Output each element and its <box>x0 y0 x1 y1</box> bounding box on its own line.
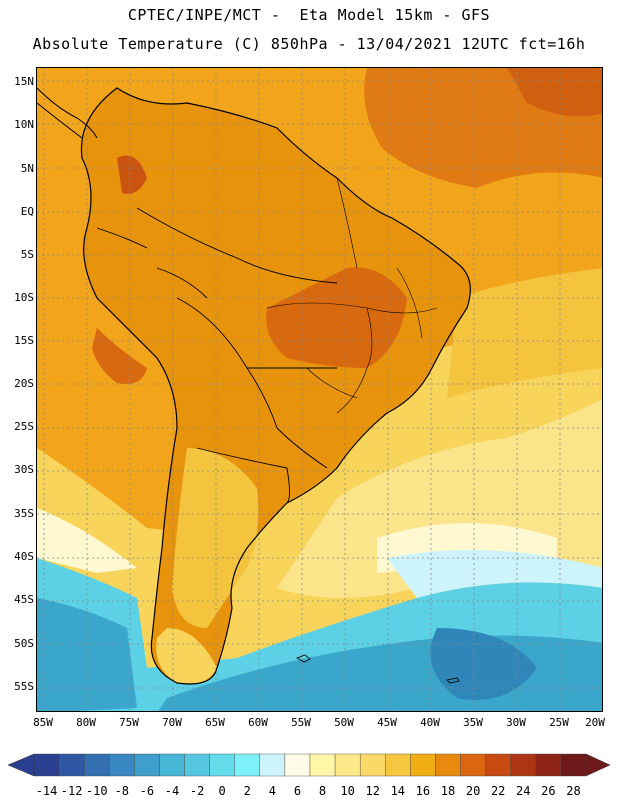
colorbar-label: -12 <box>60 784 83 798</box>
lon-tick-label: 85W <box>33 716 53 729</box>
lat-tick-label: EQ <box>20 205 34 218</box>
colorbar-swatch <box>184 753 210 777</box>
land-cool-patagonia <box>156 628 217 684</box>
colorbar-swatch <box>435 753 461 777</box>
colorbar-label: 22 <box>490 784 506 798</box>
colorbar-swatch <box>209 753 235 777</box>
temperature-map[interactable] <box>36 67 603 712</box>
country-borders <box>96 207 338 504</box>
colorbar-label: -6 <box>139 784 155 798</box>
lat-tick-label: 5N <box>20 162 34 175</box>
colorbar-swatch <box>159 753 185 777</box>
colorbar-label: 24 <box>516 784 531 798</box>
lat-tick-label: 30S <box>14 463 34 476</box>
coastline <box>80 87 471 685</box>
island-marker <box>446 677 460 684</box>
colorbar-label: 14 <box>390 784 406 798</box>
lon-tick-label: 80W <box>76 716 96 729</box>
field-yellow-ne <box>447 268 602 398</box>
colorbar-label: 16 <box>415 784 431 798</box>
colorbar-label: -14 <box>35 784 58 798</box>
colorbar-label: 2 <box>243 784 251 798</box>
colorbar-swatch <box>134 753 160 777</box>
coastline-central-america <box>37 87 98 139</box>
colorbar-swatch <box>58 753 85 777</box>
colorbar-swatch <box>334 753 361 777</box>
field-dark-blue <box>430 628 537 700</box>
title-line-2: Absolute Temperature (C) 850hPa - 13/04/… <box>32 35 586 53</box>
colorbar-swatch <box>33 753 60 777</box>
colorbar-label: -2 <box>189 784 205 798</box>
colorbar-swatch <box>359 753 386 777</box>
lat-tick-label: 50S <box>14 637 34 650</box>
lat-tick-label: 15N <box>14 75 34 88</box>
colorbar-swatch <box>485 753 511 777</box>
colorbar-left-arrow <box>7 753 35 777</box>
colorbar-label: 10 <box>340 784 355 798</box>
lon-tick-label: 40W <box>420 716 440 729</box>
lat-tick-label: 25S <box>14 420 34 433</box>
lon-tick-label: 70W <box>162 716 182 729</box>
colorbar-swatch <box>83 753 110 777</box>
colorbar-swatch <box>460 753 486 777</box>
colorbar-label: 20 <box>465 784 481 798</box>
colorbar-label: -4 <box>164 784 180 798</box>
lon-tick-label: 50W <box>334 716 354 729</box>
colorbar-label: 12 <box>365 784 380 798</box>
colorbar-label: 0 <box>218 784 226 798</box>
lon-tick-label: 45W <box>377 716 397 729</box>
land-hot-andes <box>92 328 147 384</box>
land-yellow-south <box>172 448 259 628</box>
lat-tick-label: 45S <box>14 593 34 606</box>
colorbar-swatch <box>259 753 286 777</box>
colorbar-swatch <box>234 753 261 777</box>
colorbar-swatch <box>284 753 311 777</box>
lon-tick-label: 35W <box>463 716 483 729</box>
lat-tick-label: 55S <box>14 680 34 693</box>
colorbar-label: 18 <box>440 784 456 798</box>
colorbar-swatch <box>309 753 336 777</box>
lon-tick-label: 55W <box>291 716 311 729</box>
colorbar-label: 26 <box>541 784 556 798</box>
field-pale-west <box>37 508 137 573</box>
lat-tick-label: 35S <box>14 507 34 520</box>
title-line-1: CPTEC/INPE/MCT - Eta Model 15km - GFS <box>127 6 491 24</box>
colorbar-swatch <box>510 753 537 777</box>
colorbar-label: 8 <box>318 784 327 798</box>
colorbar-swatch <box>385 753 411 777</box>
lon-tick-label: 25W <box>549 716 569 729</box>
land-hot-colombia <box>117 155 147 194</box>
colorbar-swatch <box>109 753 135 777</box>
state-borders <box>266 177 438 414</box>
field-light-cyan <box>387 550 602 598</box>
colorbar-label: -8 <box>114 784 130 798</box>
lon-tick-label: 20W <box>585 716 605 729</box>
colorbar-label: -10 <box>85 784 108 798</box>
colorbar-label: 28 <box>566 784 581 798</box>
lat-tick-label: 15S <box>14 334 34 347</box>
colorbar-label: 6 <box>293 784 302 798</box>
lon-tick-label: 30W <box>506 716 526 729</box>
lon-tick-label: 65W <box>205 716 225 729</box>
colorbar-swatch <box>410 753 436 777</box>
lat-tick-label: 10S <box>14 291 34 304</box>
colorbar-label: 4 <box>268 784 276 798</box>
map-canvas <box>37 68 602 711</box>
falkland-islands <box>296 654 311 663</box>
lat-tick-label: 5S <box>20 248 34 261</box>
colorbar-swatch <box>560 753 587 777</box>
colorbar <box>7 753 611 777</box>
lat-tick-label: 20S <box>14 377 34 390</box>
field-hotter-atlantic <box>507 68 602 117</box>
lat-tick-label: 10N <box>14 118 34 131</box>
lon-tick-label: 60W <box>248 716 268 729</box>
colorbar-swatch <box>535 753 562 777</box>
colorbar-right-arrow <box>585 753 611 777</box>
lon-tick-label: 75W <box>119 716 139 729</box>
lat-tick-label: 40S <box>14 550 34 563</box>
